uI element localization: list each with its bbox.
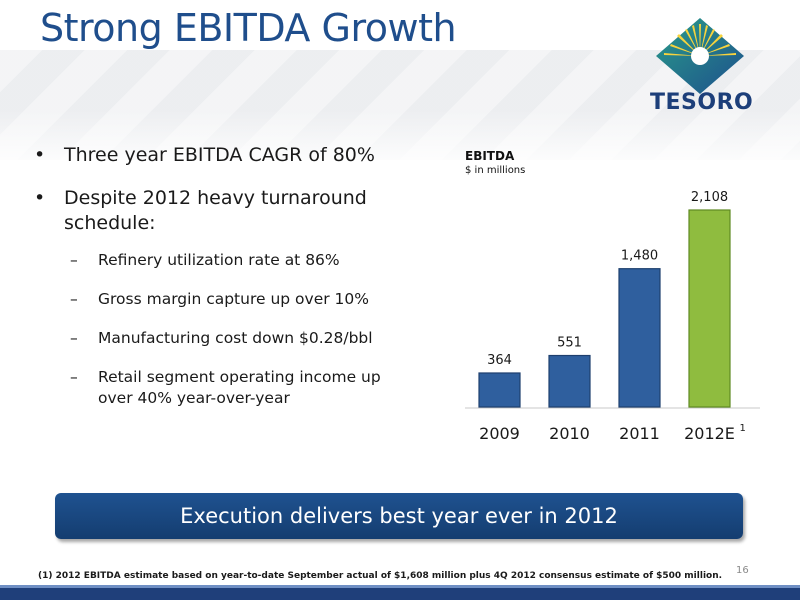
sub-bullet-item: Refinery utilization rate at 86% bbox=[30, 250, 410, 271]
callout-banner: Execution delivers best year ever in 201… bbox=[55, 493, 743, 539]
data-label: 551 bbox=[557, 336, 582, 351]
data-label: 1,480 bbox=[621, 249, 658, 264]
bullet-item: Despite 2012 heavy turnaround schedule: bbox=[30, 186, 410, 236]
chart-title: EBITDA bbox=[465, 149, 515, 163]
tesoro-logo-icon bbox=[656, 18, 744, 94]
footnote: (1) 2012 EBITDA estimate based on year-t… bbox=[38, 571, 723, 581]
bar-2012E bbox=[688, 209, 731, 408]
footnote-marker: 1 bbox=[740, 423, 746, 434]
x-tick-label: 2012E bbox=[684, 424, 735, 443]
data-label: 2,108 bbox=[691, 190, 728, 205]
bullet-item: Three year EBITDA CAGR of 80% bbox=[30, 143, 410, 168]
logo-text: TESORO bbox=[650, 90, 754, 115]
x-tick-label: 2011 bbox=[619, 424, 660, 443]
sub-bullet-item: Retail segment operating income up over … bbox=[30, 367, 410, 409]
bar-2010 bbox=[548, 354, 591, 408]
footer-accent-line bbox=[0, 585, 800, 588]
x-tick-label: 2009 bbox=[479, 424, 520, 443]
x-tick-label: 2010 bbox=[549, 424, 590, 443]
page-number: 16 bbox=[736, 565, 749, 576]
chart-subtitle: $ in millions bbox=[465, 165, 526, 176]
slide-title: Strong EBITDA Growth bbox=[40, 6, 457, 50]
data-label: 364 bbox=[487, 353, 512, 368]
footer-bar bbox=[0, 588, 800, 600]
bar-2009 bbox=[478, 372, 521, 408]
sub-bullet-item: Manufacturing cost down $0.28/bbl bbox=[30, 328, 410, 349]
bar-2011 bbox=[618, 268, 661, 408]
bullet-list: Three year EBITDA CAGR of 80% Despite 20… bbox=[30, 143, 410, 427]
sub-bullet-item: Gross margin capture up over 10% bbox=[30, 289, 410, 310]
ebitda-bar-chart: 364 2009 551 2010 1,480 2011 2,108 2012E 1 bbox=[465, 190, 760, 443]
